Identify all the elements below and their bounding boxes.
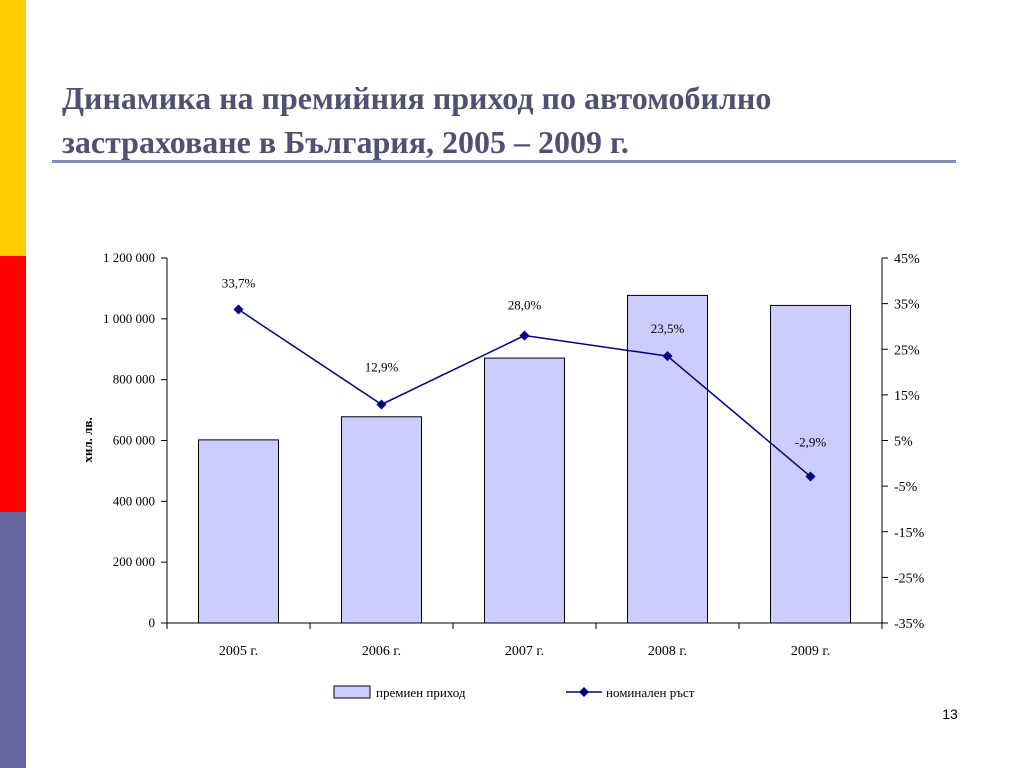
growth-label-4: -2,9%	[795, 435, 827, 450]
growth-label-0: 33,7%	[222, 276, 256, 291]
legend-line-label: номинален ръст	[606, 685, 695, 700]
y2-tick-label-8: 45%	[894, 252, 920, 267]
y2-tick-label-7: 35%	[894, 298, 920, 313]
growth-point-2	[519, 330, 530, 341]
growth-label-2: 28,0%	[508, 298, 542, 313]
x-tick-label-1: 2006 г.	[362, 644, 401, 659]
bar-0	[198, 439, 279, 624]
y2-tick-label-6: 25%	[894, 343, 920, 358]
y-tick-label-0: 0	[149, 615, 156, 630]
y-axis-label: хил. лв.	[80, 417, 95, 462]
y-tick-label-6: 1 200 000	[103, 250, 155, 265]
growth-label-1: 12,9%	[365, 359, 399, 374]
x-tick-label-4: 2009 г.	[791, 644, 830, 659]
growth-point-0	[233, 304, 244, 315]
x-tick-label-0: 2005 г.	[219, 644, 258, 659]
legend-bar-label: премиен приход	[376, 685, 466, 700]
y2-tick-label-2: -15%	[894, 526, 925, 541]
slide-title: Динамика на премийния приход по автомоби…	[62, 80, 772, 160]
bar-1	[341, 416, 422, 624]
y-tick-label-1: 200 000	[113, 554, 155, 569]
y2-tick-label-5: 15%	[894, 389, 920, 404]
bar-2	[484, 357, 565, 624]
legend-line-marker	[579, 687, 589, 697]
x-tick-label-3: 2008 г.	[648, 644, 687, 659]
y-tick-label-4: 800 000	[113, 372, 155, 387]
growth-point-3	[662, 351, 673, 362]
growth-label-3: 23,5%	[651, 321, 685, 336]
y2-tick-label-3: -5%	[894, 480, 918, 495]
y-tick-label-2: 400 000	[113, 493, 155, 508]
y2-tick-label-4: 5%	[894, 435, 913, 450]
legend-bar-swatch	[333, 685, 371, 699]
y-tick-label-3: 600 000	[113, 433, 155, 448]
side-bar-red	[0, 256, 26, 512]
side-bar-yellow	[0, 0, 26, 256]
bar-4	[770, 304, 851, 624]
x-tick-label-2: 2007 г.	[505, 644, 544, 659]
slide-number: 13	[942, 706, 958, 722]
title-rule	[52, 160, 956, 163]
growth-point-4	[805, 471, 816, 482]
side-bar-blue	[0, 512, 26, 768]
growth-point-1	[376, 399, 387, 410]
y2-tick-label-1: -25%	[894, 571, 925, 586]
bar-3	[627, 294, 708, 624]
y2-tick-label-0: -35%	[894, 617, 925, 632]
y-tick-label-5: 1 000 000	[103, 311, 155, 326]
